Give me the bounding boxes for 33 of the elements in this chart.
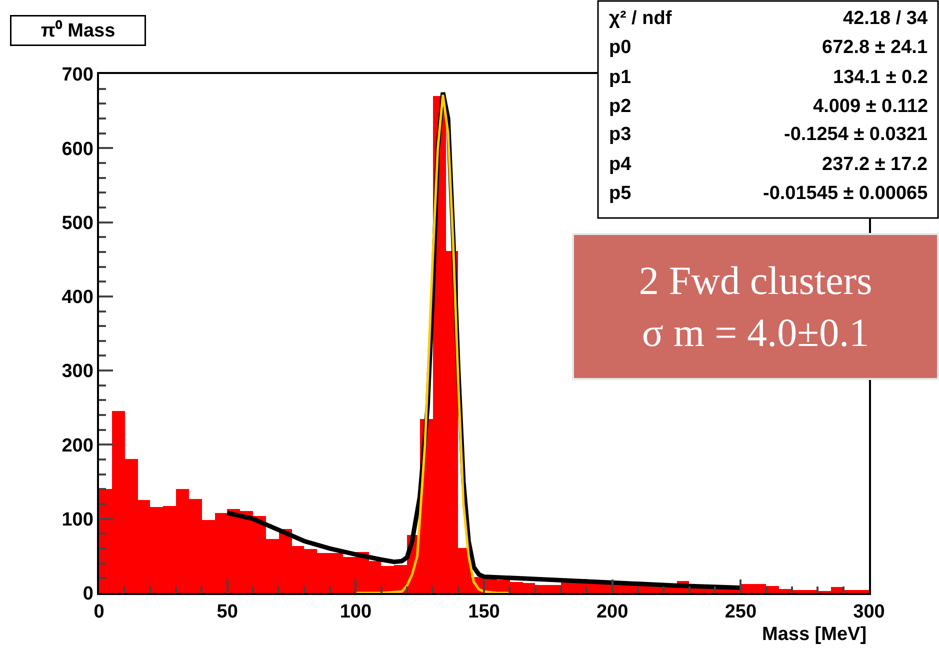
y-tick-label: 200 (62, 435, 94, 456)
x-tick-label: 200 (596, 602, 628, 623)
annotation: -0.01545 ± 0.00065 (763, 183, 928, 204)
annotation: 134.1 ± 0.2 (833, 67, 928, 88)
annotation: p3 (609, 124, 632, 145)
y-tick-label: 300 (62, 361, 94, 382)
annotation: σ m = 4.0±0.1 (642, 310, 870, 355)
annotation: 237.2 ± 17.2 (822, 154, 928, 175)
y-tick-label: 0 (82, 584, 94, 605)
x-tick-label: 50 (216, 602, 238, 623)
y-tick-label: 400 (62, 287, 94, 308)
y-tick-label: 500 (62, 212, 94, 234)
annotation: p5 (609, 183, 632, 204)
text: χ² / ndf (609, 8, 672, 29)
annotation: p2 (609, 96, 632, 117)
callout-box: 2 Fwd clusters σ m = 4.0±0.1 (572, 233, 939, 380)
x-tick-label: 250 (724, 602, 757, 623)
annotation: p1 (609, 67, 632, 88)
annotation: 4.009 ± 0.112 (813, 96, 928, 117)
x-axis-title: Mass [MeV] (762, 624, 867, 645)
x-tick-label: 150 (468, 602, 500, 623)
text: p0 (609, 37, 632, 58)
y-tick-label: 600 (62, 138, 94, 160)
chart-title: π⁰ Mass (40, 20, 116, 42)
y-tick-label: 700 (62, 64, 94, 86)
y-tick-label: 100 (62, 510, 94, 531)
annotation: -0.1254 ± 0.0321 (784, 124, 928, 145)
x-tick-label: 100 (340, 602, 372, 623)
text: 42.18 / 34 (843, 8, 928, 29)
annotation: 2 Fwd clusters (638, 258, 872, 303)
annotation: p4 (609, 154, 632, 175)
text: 672.8 ± 24.1 (822, 37, 928, 58)
x-tick-label: 300 (853, 602, 885, 623)
